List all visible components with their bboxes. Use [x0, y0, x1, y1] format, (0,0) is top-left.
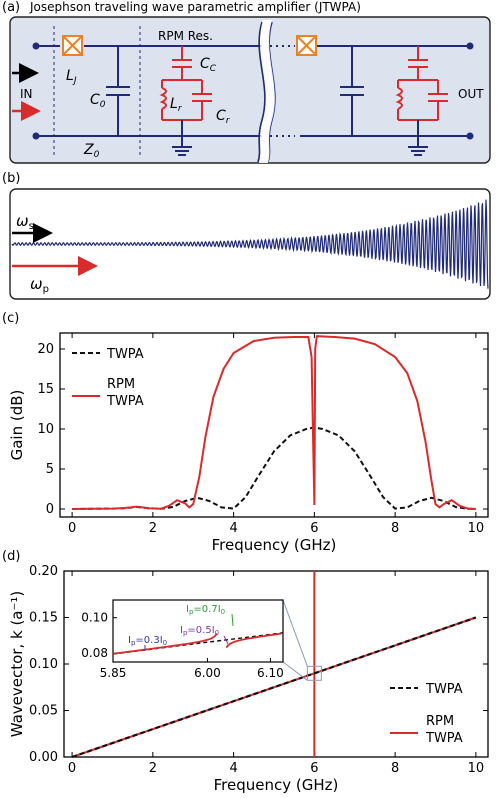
x-tick-label: 0: [68, 521, 76, 536]
inset-x-tick-label: 6.00: [194, 666, 221, 680]
inset-annotation-1: Ip=0.5I0: [180, 625, 219, 637]
x-tick-label: 10: [468, 761, 485, 776]
legend-label-rpm-2: TWPA: [425, 731, 463, 746]
x-tick-label: 6: [310, 521, 318, 536]
inset-x-tick-label: 6.10: [257, 666, 284, 680]
y-tick-label: 0.20: [29, 564, 58, 579]
y-tick-label: 10: [37, 422, 54, 437]
legend-label-rpm-1: RPM: [107, 377, 135, 392]
plot-frame: [63, 570, 489, 758]
y-tick-label: 0.10: [29, 657, 58, 672]
inset-x-tick-label: 5.85: [100, 666, 127, 680]
legend-label-twpa: TWPA: [425, 682, 463, 697]
ground-icon-2: [408, 120, 428, 156]
zoom-box: [306, 665, 322, 681]
y-tick-label: 20: [37, 342, 54, 357]
rpm-label: RPM Res.: [158, 29, 213, 43]
wavevector-chart: 0 2 4 6 8 10 0.00 0.05 0.10 0.15 0.20 Frequency (GH…: [8, 564, 489, 794]
y-tick-label: 15: [37, 382, 54, 397]
y-axis-label: Wavevector, k (a⁻¹): [8, 591, 26, 738]
y-tick-label: 5: [46, 462, 54, 477]
inset-rpm-curve-lower: [112, 632, 218, 655]
rpm-resonator-icon-2: [395, 46, 448, 121]
y-tick-label: 0.05: [29, 704, 58, 719]
x-tick-label: 10: [468, 521, 485, 536]
panel-b-label: (b): [2, 171, 20, 186]
panel-b: (b) ωs ωp: [2, 171, 491, 300]
panel-c-label: (c): [2, 311, 19, 326]
y-tick-label: 0.15: [29, 611, 58, 626]
legend-label-twpa: TWPA: [106, 347, 144, 362]
omega-p-label: ωp: [30, 275, 49, 295]
series-line-rpm-twpa: [72, 335, 476, 510]
panel-c: (c) 0 2 4 6 8 10 0 5 10 15 20 Frequency (GHz) Gain (…: [2, 311, 489, 554]
c0-capacitor-icon-2: [340, 46, 364, 136]
c0-label: C0: [90, 92, 106, 110]
y-axis-label: Gain (dB): [8, 390, 26, 461]
panel-d: (d) 0 2 4 6 8 10 0.00 0.05 0.10 0.15 0.20 Frequency…: [2, 549, 489, 794]
inset-annotation-0: Ip=0.3I0: [128, 635, 167, 647]
out-label: OUT: [458, 87, 484, 101]
c0-capacitor-icon: [106, 46, 130, 136]
legend-label-rpm-1: RPM: [426, 714, 454, 729]
x-tick-label: 8: [391, 761, 399, 776]
in-label: IN: [20, 87, 33, 101]
panel-a: (a) Josephson traveling wave parametric …: [2, 0, 491, 164]
x-tick-label: 6: [310, 761, 318, 776]
circuit-box: [9, 16, 491, 164]
series-line-twpa: [71, 616, 477, 759]
inset-y-tick-label: 0.08: [81, 646, 108, 660]
zoom-connector: [282, 661, 308, 681]
x-tick-label: 0: [68, 761, 76, 776]
inset-annotation-2: Ip=0.7I0: [186, 604, 225, 616]
omega-s-label: ωs: [16, 212, 34, 232]
lj-label: LJ: [66, 68, 77, 86]
panel-a-label: (a): [2, 0, 20, 15]
x-axis-label: Frequency (GHz): [214, 776, 339, 794]
panel-a-title: Josephson traveling wave parametric ampl…: [29, 0, 361, 14]
inset-rpm-curve-upper: [225, 632, 282, 649]
cc-label: CC: [200, 56, 217, 74]
ground-icon: [172, 120, 192, 156]
z0-label: Z0: [83, 142, 100, 160]
cr-label: Cr: [216, 108, 231, 126]
panel-d-label: (d): [2, 549, 20, 564]
x-tick-label: 2: [149, 761, 157, 776]
legend-label-rpm-2: TWPA: [106, 394, 144, 409]
inset-frame: [112, 599, 284, 663]
y-tick-label: 0.00: [29, 750, 58, 765]
amplified-signal-wave: [11, 199, 489, 289]
rpm-resonator-icon: [159, 46, 212, 121]
inset-arrow-2: [223, 635, 229, 645]
gain-chart: 0 2 4 6 8 10 0 5 10 15 20 Frequency (GHz) Gain (dB) T…: [8, 332, 489, 554]
inset-y-tick-label: 0.10: [81, 611, 108, 625]
x-axis-label: Frequency (GHz): [212, 536, 337, 554]
lr-label: Lr: [170, 96, 183, 114]
plot-frame: [59, 332, 489, 518]
zoom-connector: [282, 599, 308, 667]
inset-arrow-3: [231, 613, 234, 627]
x-tick-label: 2: [149, 521, 157, 536]
x-tick-label: 4: [229, 521, 237, 536]
x-tick-label: 4: [229, 761, 237, 776]
y-tick-label: 0: [46, 502, 54, 517]
series-line-twpa: [72, 426, 476, 510]
x-tick-label: 8: [391, 521, 399, 536]
